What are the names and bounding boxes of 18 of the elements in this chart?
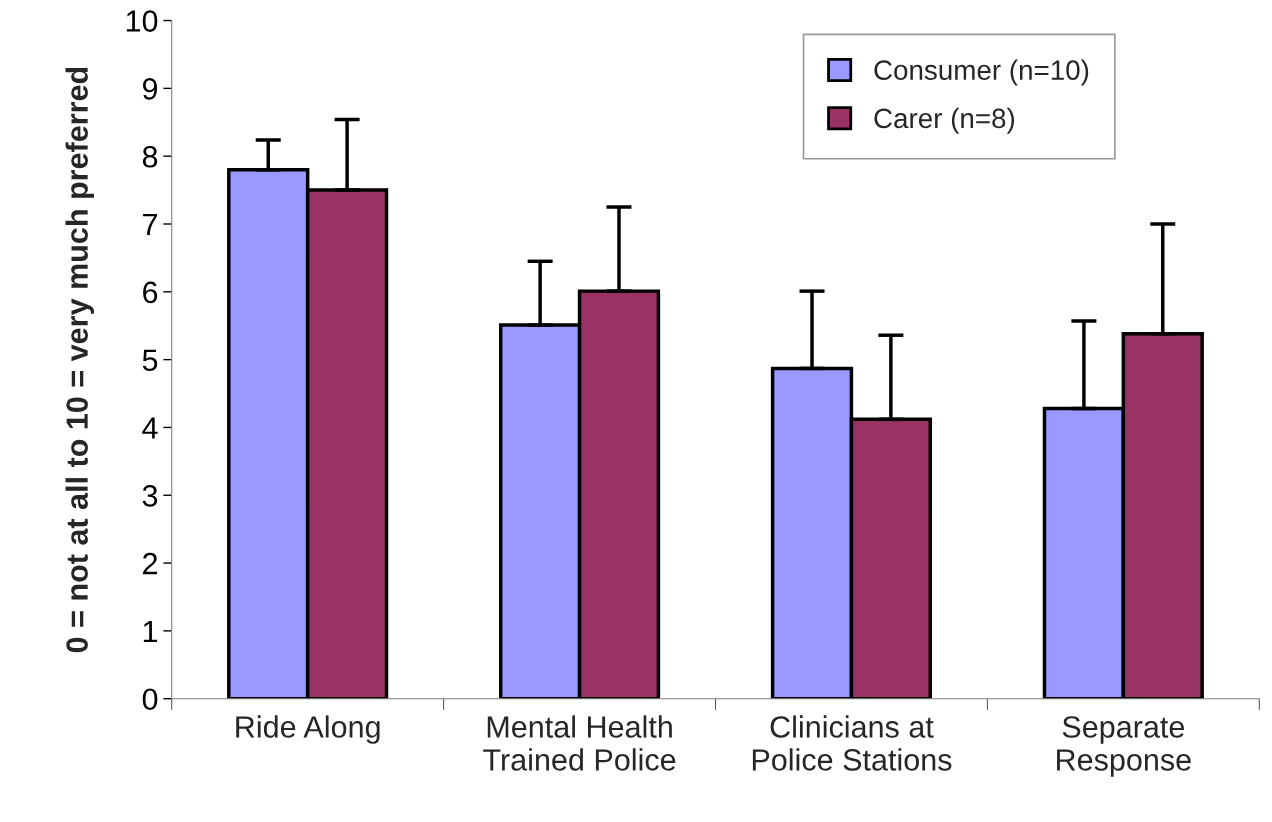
y-tick-label: 3 bbox=[142, 484, 158, 507]
x-tick-label: Clinicians at Police Stations bbox=[752, 715, 952, 771]
y-tick-label: 9 bbox=[142, 78, 158, 100]
y-tick-label: 8 bbox=[142, 145, 158, 168]
legend-label: Consumer (n=10) bbox=[874, 59, 1089, 86]
x-tick-label: Mental Health Trained Police bbox=[483, 715, 676, 771]
y-axis-title: 0 = not at all to 10 = very much preferred bbox=[65, 67, 94, 653]
y-tick-label: 2 bbox=[143, 552, 157, 575]
x-tick-label: Ride Along bbox=[236, 715, 380, 744]
legend-label: Carer (n=8) bbox=[874, 107, 1015, 134]
y-tick-label: 10 bbox=[126, 10, 158, 32]
y-tick-label: 4 bbox=[142, 417, 158, 439]
y-tick-label: 5 bbox=[142, 349, 158, 371]
y-tick-label: 0 bbox=[142, 688, 158, 711]
x-tick-label: Separate Response bbox=[1057, 716, 1191, 777]
y-tick-label: 1 bbox=[143, 620, 158, 642]
y-tick-label: 6 bbox=[143, 281, 158, 304]
y-tick-label: 7 bbox=[143, 214, 157, 236]
